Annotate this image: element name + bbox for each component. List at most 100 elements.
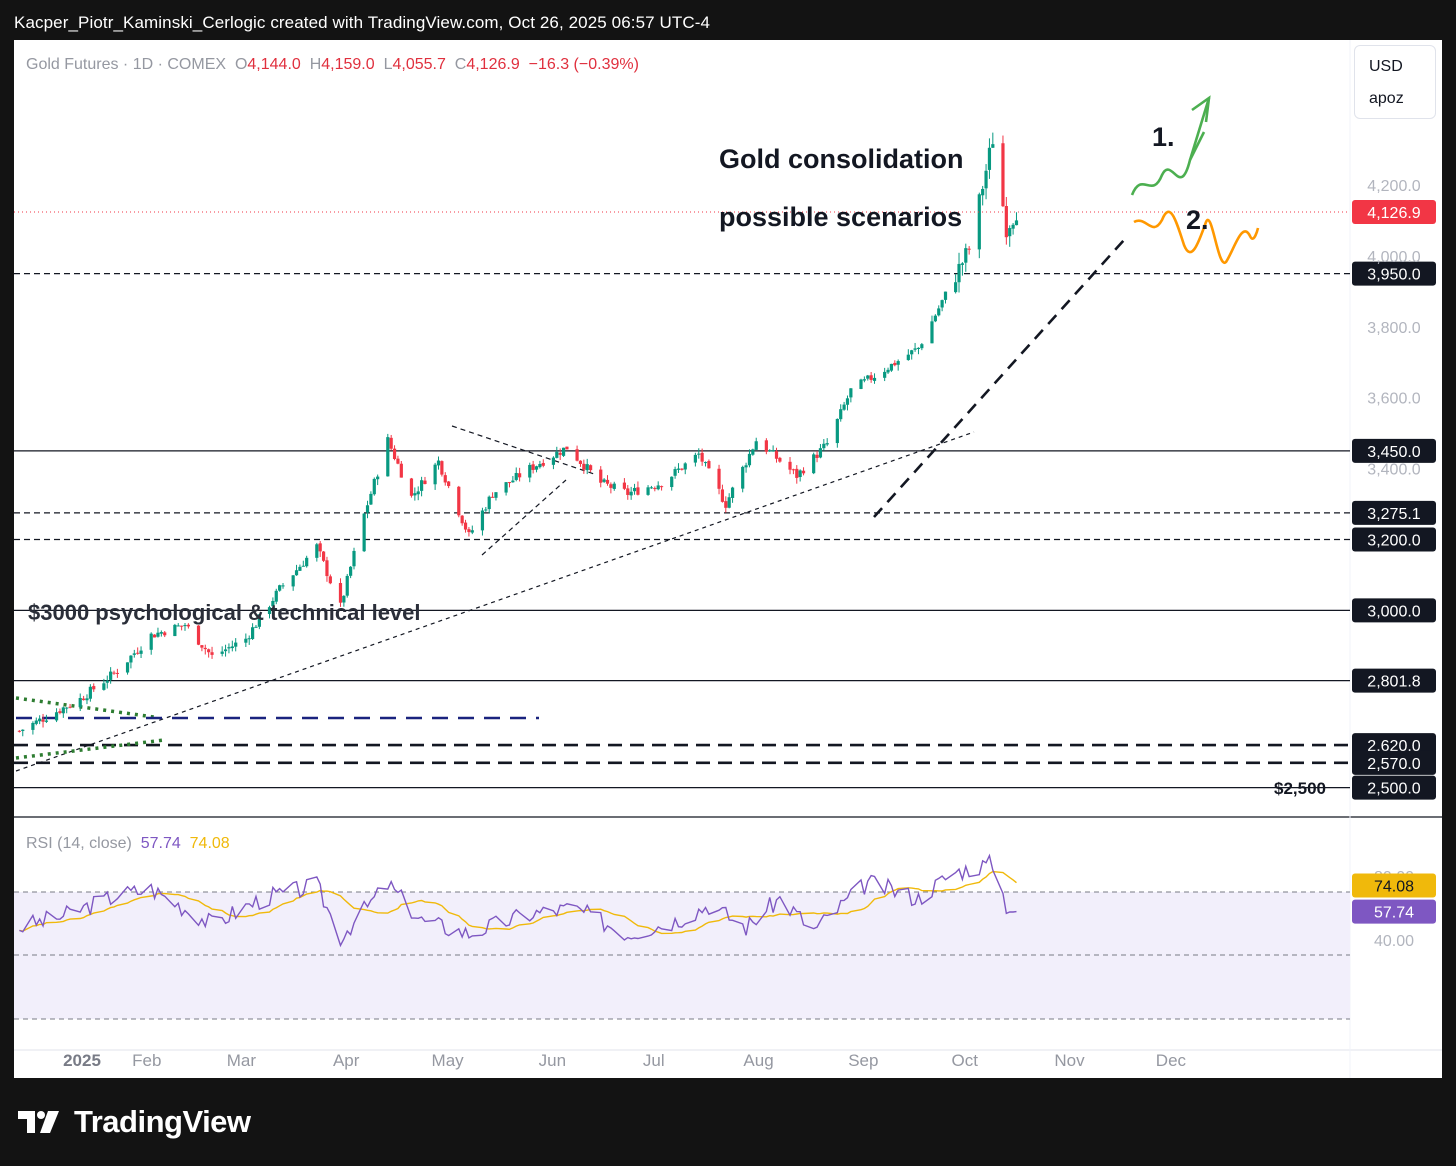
candle-body [646, 487, 650, 495]
time-tick-label: Mar [227, 1051, 257, 1070]
currency-unit[interactable]: USD [1369, 58, 1403, 75]
rsi-ma-price-label: 74.08 [1352, 873, 1436, 898]
candle [203, 644, 207, 655]
candle [987, 138, 992, 179]
candle-body [518, 473, 522, 478]
rsi-value-label-bg [1352, 899, 1436, 924]
candle-body [467, 529, 471, 533]
candle-body [940, 300, 944, 308]
candle-body [670, 476, 674, 488]
candle-body [791, 469, 795, 471]
candle-body [656, 485, 660, 490]
rsi-line [19, 853, 1017, 948]
level-label-bg [1352, 261, 1436, 286]
candle [409, 477, 414, 498]
symbol-name: Gold Futures · 1D · COMEX [26, 56, 227, 73]
green-dotted-lower [15, 738, 165, 760]
level-label: 3,200.0 [1352, 527, 1436, 552]
candle-body [626, 488, 630, 495]
candle [440, 460, 444, 477]
candle-body [883, 371, 887, 378]
candle [152, 634, 157, 638]
price-axis: 3,950.0 3,450.0 3,275.1 3,200.0 3,000.0 2,801… [1352, 178, 1436, 800]
candle [315, 542, 319, 562]
open-value: 4,144.0 [247, 56, 301, 73]
rsi-ma-label-bg [1352, 873, 1436, 898]
candle [58, 708, 62, 715]
green-dotted-upper [15, 696, 155, 719]
candle-body [801, 470, 806, 474]
candle [842, 401, 846, 411]
candle-body [825, 443, 829, 445]
candle-body [754, 441, 758, 450]
candle-body [747, 453, 752, 466]
candle-body [771, 450, 775, 452]
time-tick-label: May [432, 1051, 465, 1070]
candle [61, 706, 65, 718]
candle-body [186, 624, 190, 627]
candle [467, 527, 471, 537]
candle [751, 448, 755, 456]
candle [622, 478, 626, 491]
candle-body [632, 487, 637, 492]
candle [207, 648, 211, 658]
candle-body [984, 170, 988, 189]
candle [196, 625, 201, 646]
candle [930, 315, 934, 344]
candle [693, 452, 697, 467]
candlestick-series [17, 132, 1019, 737]
candle-body [447, 481, 451, 487]
candle [518, 467, 522, 482]
level-label-bg [1352, 500, 1436, 525]
last-price-label: 4,126.9 [1352, 200, 1436, 224]
candle [555, 446, 559, 459]
candle-body [494, 492, 498, 498]
scale-mode[interactable]: apoz [1369, 90, 1404, 107]
price-chart-svg[interactable]: Gold consolidation possible scenarios 1.… [14, 40, 1442, 1078]
candle-body [180, 625, 184, 627]
candle [54, 708, 59, 723]
level-label-text: 3,200.0 [1367, 533, 1420, 550]
candle [768, 449, 772, 452]
candle-body [730, 487, 735, 498]
tradingview-logo[interactable]: TradingView [18, 1104, 251, 1140]
candle-body [132, 653, 136, 655]
candle-body [34, 720, 38, 724]
price-tick-label: 3,400.0 [1367, 462, 1420, 479]
chart-panel[interactable]: Gold consolidation possible scenarios 1.… [14, 40, 1442, 1078]
candle-body [991, 144, 995, 148]
candle-body [392, 448, 397, 459]
candle-body [680, 468, 684, 470]
level-label-text: 2,500.0 [1367, 781, 1420, 798]
candle [183, 623, 187, 631]
candle-body [298, 566, 302, 571]
candle [534, 465, 539, 473]
candle [31, 721, 35, 735]
candle-body [602, 479, 606, 482]
candle-body [271, 600, 275, 607]
candle-body [649, 487, 654, 489]
candle-body [443, 475, 447, 483]
currency-box[interactable]: USD apoz [1354, 45, 1436, 119]
candle [139, 646, 143, 659]
candle-body [68, 706, 72, 708]
candle-body [196, 625, 201, 645]
candle [991, 132, 995, 148]
candle [460, 515, 464, 526]
candle-body [470, 530, 474, 533]
candle-body [541, 462, 545, 466]
candle-body [163, 632, 167, 636]
candle [747, 449, 752, 468]
candle [551, 456, 556, 470]
candle-body [1008, 228, 1012, 237]
candle [369, 491, 373, 506]
candle-body [399, 463, 403, 478]
candle [328, 574, 332, 585]
candle [589, 464, 593, 473]
candle [541, 459, 545, 468]
candle [44, 714, 49, 723]
candle [399, 460, 403, 478]
candle [943, 291, 948, 304]
annotation-title-2: possible scenarios [719, 202, 962, 232]
